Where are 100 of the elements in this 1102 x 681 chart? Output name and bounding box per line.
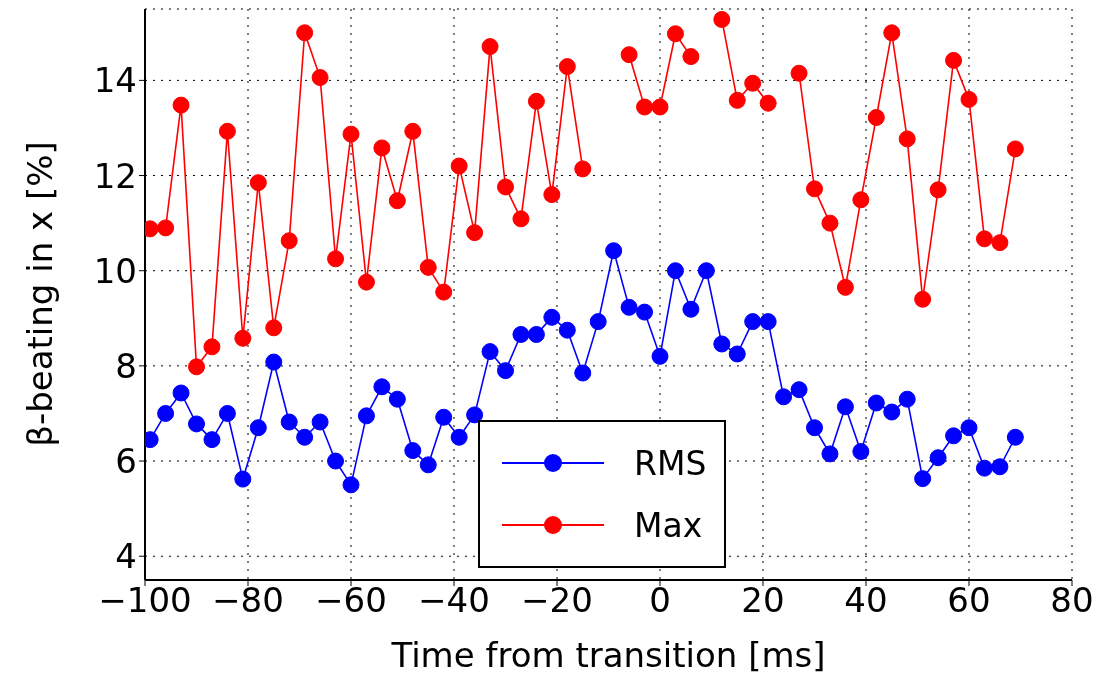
point	[296, 24, 314, 42]
point	[188, 358, 205, 376]
point	[558, 321, 576, 339]
point	[388, 192, 406, 210]
point	[991, 458, 1009, 476]
point	[836, 278, 854, 296]
point	[419, 258, 437, 276]
point	[682, 300, 700, 318]
y-tick-label: 10	[93, 250, 137, 291]
point	[357, 407, 375, 425]
point	[512, 325, 530, 343]
point	[821, 214, 839, 232]
point	[605, 242, 623, 260]
point	[682, 48, 700, 66]
legend-label: Max	[634, 505, 703, 545]
point	[466, 224, 484, 242]
point	[388, 390, 406, 408]
point	[991, 234, 1009, 252]
point	[234, 329, 252, 347]
point	[914, 470, 932, 488]
point	[852, 443, 870, 461]
y-tick-label: 12	[93, 155, 137, 196]
point	[883, 403, 901, 421]
point	[620, 46, 638, 64]
point	[543, 308, 561, 326]
x-tick-label: 0	[649, 580, 671, 621]
point	[311, 413, 329, 431]
point	[234, 470, 252, 488]
point	[574, 364, 592, 382]
point	[651, 347, 669, 365]
legend-label: RMS	[634, 443, 707, 483]
point	[157, 404, 175, 422]
y-axis-title: β-beating in x [%]	[20, 141, 60, 447]
point	[172, 96, 190, 114]
point	[296, 428, 314, 446]
point	[404, 122, 422, 140]
point	[945, 51, 963, 69]
x-tick-label: 40	[844, 580, 888, 621]
point	[867, 394, 885, 412]
y-tick-label: 6	[115, 441, 137, 482]
point	[945, 427, 963, 445]
point	[975, 230, 993, 248]
point	[574, 160, 592, 178]
point	[435, 408, 453, 426]
point	[713, 10, 731, 28]
point	[280, 232, 298, 250]
point	[497, 362, 514, 380]
point	[527, 92, 545, 110]
point	[744, 313, 762, 331]
point	[558, 58, 576, 76]
point	[172, 384, 190, 402]
point	[806, 419, 823, 437]
point	[929, 181, 947, 199]
x-tick-label: −80	[212, 580, 284, 621]
point	[898, 390, 916, 408]
point	[265, 319, 283, 337]
point	[342, 125, 360, 143]
x-tick-label: −60	[315, 580, 387, 621]
point	[790, 64, 808, 82]
point	[466, 406, 484, 424]
point	[512, 210, 530, 228]
point	[666, 25, 684, 43]
point	[666, 262, 684, 280]
point	[1006, 428, 1024, 446]
x-tick-label: 20	[741, 580, 785, 621]
point	[975, 459, 993, 477]
point	[759, 313, 777, 331]
point	[620, 298, 638, 316]
point	[265, 353, 283, 371]
point	[280, 413, 298, 431]
point	[188, 415, 205, 433]
y-tick-label: 14	[93, 60, 137, 101]
point	[527, 325, 545, 343]
point	[713, 335, 731, 353]
x-axis-title: Time from transition [ms]	[390, 635, 826, 675]
point	[636, 303, 654, 321]
point	[435, 283, 453, 301]
x-tick-label: −20	[521, 580, 593, 621]
point	[728, 91, 746, 109]
point	[929, 449, 947, 467]
point	[852, 191, 870, 209]
point	[203, 338, 221, 356]
point	[960, 90, 978, 108]
x-tick-label: −40	[418, 580, 490, 621]
point	[914, 290, 932, 308]
point	[898, 130, 916, 148]
point	[218, 404, 236, 422]
point	[327, 250, 345, 268]
point	[697, 262, 715, 280]
point	[867, 108, 885, 126]
point	[543, 186, 561, 204]
point	[311, 69, 329, 87]
point	[249, 174, 267, 192]
x-tick-label: 80	[1050, 580, 1094, 621]
point	[157, 219, 175, 237]
point	[759, 94, 777, 112]
point	[249, 419, 267, 437]
point	[404, 442, 422, 460]
point	[636, 98, 654, 116]
point	[481, 343, 499, 361]
